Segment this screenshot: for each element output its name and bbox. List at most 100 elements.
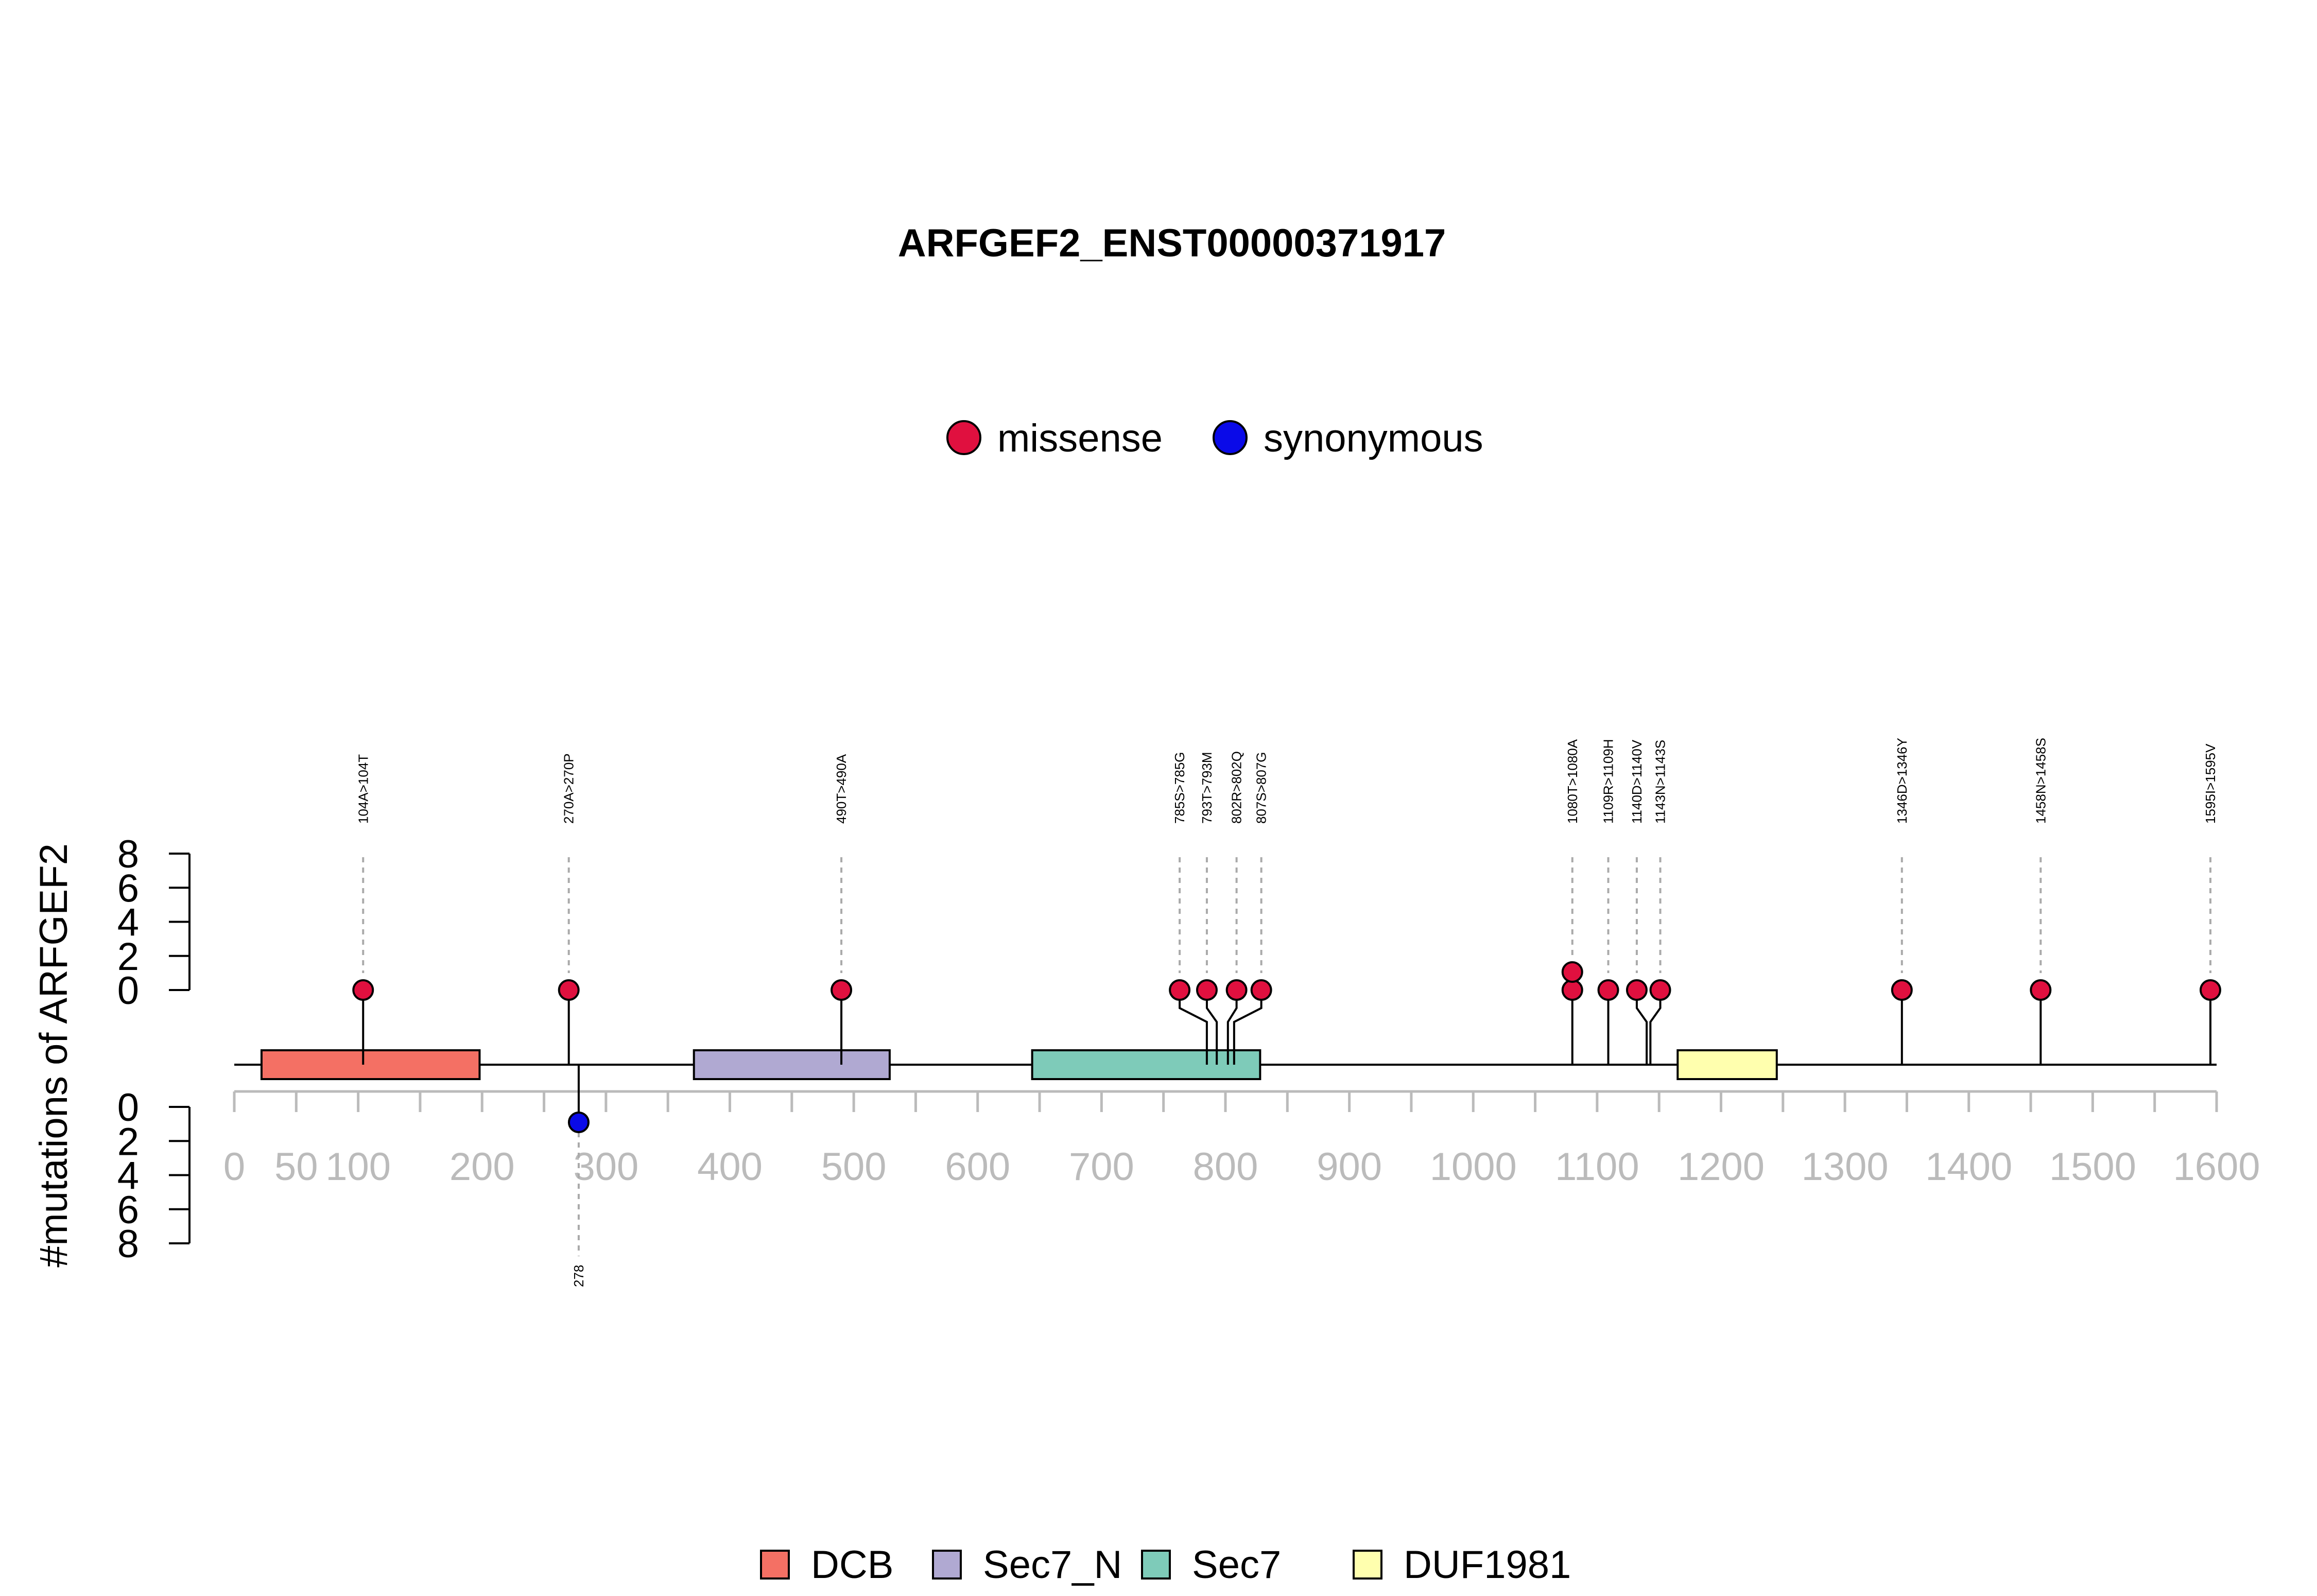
mutation-marker-missense xyxy=(1626,979,1648,1001)
mutation-top: 785S>785G xyxy=(1169,752,1208,1065)
mutation-label: 785S>785G xyxy=(1172,752,1187,824)
y-tick-label-bottom: 6 xyxy=(117,1188,139,1232)
mutation-top: 1080T>1080A xyxy=(1561,739,1583,1065)
mutation-label: 1346D>1346Y xyxy=(1894,738,1910,824)
domain-legend-swatch xyxy=(760,1550,790,1580)
x-tick-label: 1600 xyxy=(2173,1145,2260,1189)
domain-sec7-n xyxy=(693,1049,891,1080)
mutation-top: 1143N>1143S xyxy=(1649,740,1671,1065)
x-tick-label: 1000 xyxy=(1430,1145,1517,1189)
x-tick-label: 1300 xyxy=(1802,1145,1889,1189)
x-tick-label: 900 xyxy=(1317,1145,1382,1189)
x-tick-label: 600 xyxy=(945,1145,1010,1189)
domain-legend-label: DCB xyxy=(811,1543,893,1587)
mutation-top: 1109R>1109H xyxy=(1597,739,1619,1065)
y-tick-label-top: 8 xyxy=(117,832,139,876)
mutation-top: 807S>807G xyxy=(1233,752,1272,1065)
domain-legend-label: Sec7_N xyxy=(983,1543,1122,1587)
mutation-label: 807S>807G xyxy=(1254,752,1269,824)
mutation-marker-missense xyxy=(1597,979,1619,1001)
y-tick-label-top: 2 xyxy=(117,935,139,979)
mutation-marker-missense xyxy=(1196,979,1218,1001)
y-tick-label-top: 6 xyxy=(117,866,139,910)
domain-legend-swatch xyxy=(1353,1550,1382,1580)
mutation-label: 490T>490A xyxy=(834,754,849,824)
domain-legend-swatch xyxy=(1141,1550,1171,1580)
mutation-marker-missense xyxy=(1561,961,1583,983)
mutation-marker-missense xyxy=(558,979,580,1001)
mutation-top: 490T>490A xyxy=(831,754,853,1065)
mutation-label: 1458N>1458S xyxy=(2033,738,2048,824)
mutation-marker-missense xyxy=(1225,979,1248,1001)
y-tick-label-bottom: 0 xyxy=(117,1086,139,1130)
domain-legend-label: Sec7 xyxy=(1192,1543,1281,1587)
y-tick-label-top: 0 xyxy=(117,969,139,1013)
mutation-marker-missense xyxy=(1561,979,1583,1001)
x-tick-label: 1500 xyxy=(2049,1145,2136,1189)
mutation-label: 1109R>1109H xyxy=(1601,739,1616,824)
mutation-top: 1595I>1595V xyxy=(2199,743,2221,1065)
y-tick-label-bottom: 4 xyxy=(117,1154,139,1198)
y-tick-label-top: 4 xyxy=(117,901,139,945)
mutations-layer: 104A>104T 270A>270P 490T>490A 785S>785G 793T… xyxy=(352,738,2221,1287)
x-tick-label: 50 xyxy=(274,1145,318,1189)
y-tick-label-bottom: 8 xyxy=(117,1222,139,1266)
mutation-top: 1346D>1346Y xyxy=(1891,738,1913,1065)
mutation-marker-missense xyxy=(1250,979,1272,1001)
mutation-label: 802R>802Q xyxy=(1229,751,1244,824)
mutation-marker-missense xyxy=(831,979,853,1001)
legend-missense-label: missense xyxy=(997,417,1163,460)
mutation-legend: missense synonymous xyxy=(946,417,1483,460)
mutation-marker-missense xyxy=(1891,979,1913,1001)
mutation-stem xyxy=(1635,990,1648,1065)
domain-duf1981 xyxy=(1676,1049,1778,1080)
mutation-top: 1458N>1458S xyxy=(2030,738,2052,1065)
mutation-label: 1140D>1140V xyxy=(1629,739,1645,824)
mutation-label: 793T>793M xyxy=(1199,752,1215,824)
domain-legend: DCB Sec7_N Sec7 DUF1981 xyxy=(760,1543,1571,1587)
x-tick-label: 300 xyxy=(573,1145,638,1189)
mutation-marker-missense xyxy=(2030,979,2052,1001)
mutation-label: 104A>104T xyxy=(355,754,371,824)
y-axis-label: #mutations of ARFGEF2 xyxy=(32,843,76,1268)
x-tick-label: 400 xyxy=(697,1145,763,1189)
mutation-marker-missense xyxy=(2199,979,2221,1001)
chart-title: ARFGEF2_ENST00000371917 xyxy=(898,221,1446,265)
legend-missense-marker xyxy=(946,420,981,455)
mutation-top: 104A>104T xyxy=(352,754,374,1065)
mutation-label: 1080T>1080A xyxy=(1565,739,1580,824)
x-tick-label: 500 xyxy=(821,1145,887,1189)
x-tick-label: 100 xyxy=(325,1145,391,1189)
x-tick-label: 200 xyxy=(449,1145,515,1189)
mutation-marker-missense xyxy=(1649,979,1671,1001)
mutation-label: 270A>270P xyxy=(561,753,577,824)
domains-layer xyxy=(260,1049,1778,1080)
domain-dcb xyxy=(260,1049,481,1080)
mutation-top: 270A>270P xyxy=(558,753,580,1065)
x-tick-label: 1200 xyxy=(1678,1145,1765,1189)
x-axis: 0 50 100 200 300 400 500 600 700 800 900 1000 1100 12… xyxy=(223,1090,2260,1189)
mutation-marker-missense xyxy=(1169,979,1191,1001)
mutation-marker-missense xyxy=(352,979,374,1001)
x-tick-label: 700 xyxy=(1069,1145,1134,1189)
y-tick-label-bottom: 2 xyxy=(117,1120,139,1164)
mutation-marker-synonymous xyxy=(567,1112,590,1133)
x-tick-label: 1100 xyxy=(1555,1145,1639,1189)
domain-legend-swatch xyxy=(932,1550,962,1580)
x-tick-label: 800 xyxy=(1193,1145,1258,1189)
domain-legend-label: DUF1981 xyxy=(1404,1543,1571,1587)
mutation-bottom: 278 xyxy=(567,1065,590,1287)
x-tick-label: 1400 xyxy=(1925,1145,2012,1189)
domain-sec7 xyxy=(1031,1049,1261,1080)
mutation-label: 278 xyxy=(571,1265,586,1287)
mutation-top: 793T>793M xyxy=(1196,752,1218,1065)
mutation-stem xyxy=(1649,990,1662,1065)
legend-synonymous-marker xyxy=(1213,420,1248,455)
legend-synonymous-label: synonymous xyxy=(1264,417,1483,460)
mutation-top: 1140D>1140V xyxy=(1626,739,1648,1065)
mutation-label: 1143N>1143S xyxy=(1653,740,1668,824)
mutation-label: 1595I>1595V xyxy=(2203,743,2218,824)
